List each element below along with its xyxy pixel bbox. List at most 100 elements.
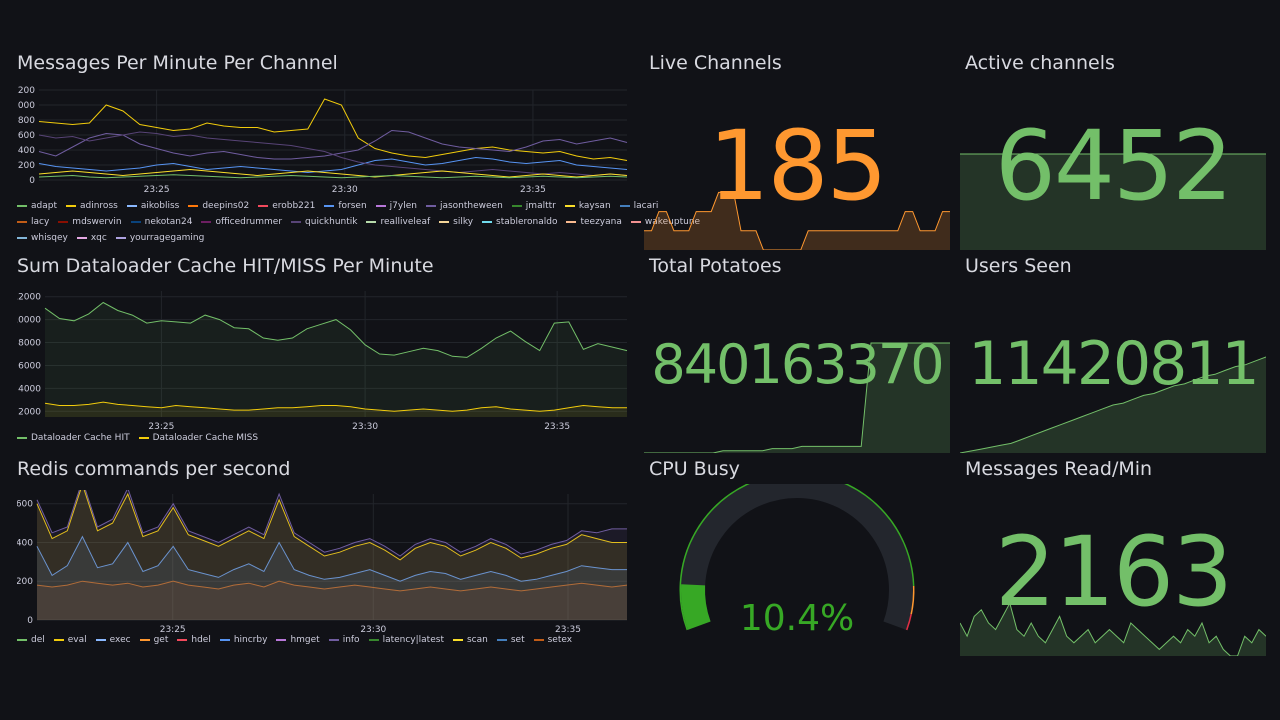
legend-item[interactable]: teezyana xyxy=(566,214,622,230)
legend-item[interactable]: Dataloader Cache HIT xyxy=(17,430,130,446)
y-tick-label: 400 xyxy=(17,538,33,548)
legend-item[interactable]: quickhuntik xyxy=(291,214,357,230)
series-area-dataloader-cache-miss xyxy=(45,402,627,417)
legend-item[interactable]: scan xyxy=(452,632,488,648)
cpu-busy-value: 10.4% xyxy=(739,598,855,639)
legend-item[interactable]: forsen xyxy=(324,198,367,214)
sparkline-area xyxy=(960,154,1266,250)
legend-item[interactable]: Dataloader Cache MISS xyxy=(138,430,258,446)
series-line-adinross[interactable] xyxy=(38,98,628,161)
y-tick-label: 400 xyxy=(18,146,35,156)
messages-chart[interactable]: 0 200 400 600 800 1000 1200 23:25 23:30 23:35 xyxy=(17,86,629,194)
legend-item[interactable]: adinross xyxy=(66,198,118,214)
legend-swatch xyxy=(368,638,379,641)
legend-item[interactable]: lacari xyxy=(619,198,659,214)
legend-item[interactable]: set xyxy=(496,632,525,648)
panel-title[interactable]: Users Seen xyxy=(965,255,1072,277)
total-potatoes-sparkline xyxy=(644,342,950,453)
legend-item[interactable]: hdel xyxy=(177,632,211,648)
legend-swatch xyxy=(76,236,87,239)
panel-messages-read: Messages Read/Min 2163 xyxy=(960,458,1266,656)
legend-label: setex xyxy=(547,635,573,645)
legend-item[interactable]: realliveleaf xyxy=(366,214,430,230)
legend-item[interactable]: nekotan24 xyxy=(130,214,192,230)
y-tick-label: 8000 xyxy=(18,339,41,349)
legend-item[interactable]: adapt xyxy=(17,198,57,214)
y-tick-label: 0 xyxy=(29,176,35,186)
legend-item[interactable]: info xyxy=(328,632,360,648)
legend-item[interactable]: hincrby xyxy=(219,632,267,648)
legend-item[interactable]: jasontheween xyxy=(425,198,503,214)
legend-swatch xyxy=(17,638,27,641)
legend-item[interactable]: latency|latest xyxy=(368,632,444,648)
legend-item[interactable]: kaysan xyxy=(564,198,611,214)
legend-label: exec xyxy=(109,635,131,645)
legend-label: scan xyxy=(466,635,488,645)
legend-item[interactable]: wakeuptune xyxy=(630,214,700,230)
legend-item[interactable]: stableronaldo xyxy=(482,214,557,230)
series-line-quickhuntik[interactable] xyxy=(38,131,628,177)
legend-item[interactable]: exec xyxy=(95,632,131,648)
legend-item[interactable]: aikobliss xyxy=(126,198,180,214)
series-line-kaysan[interactable] xyxy=(38,168,628,178)
legend-item[interactable]: lacy xyxy=(17,214,49,230)
legend-item[interactable]: silky xyxy=(439,214,473,230)
series-line-eval[interactable] xyxy=(36,490,627,561)
legend-item[interactable]: deepins02 xyxy=(188,198,249,214)
legend-label: adinross xyxy=(80,201,118,211)
legend-item[interactable]: setex xyxy=(533,632,573,648)
x-tick-label: 23:25 xyxy=(160,625,186,634)
legend-swatch xyxy=(126,204,137,207)
y-tick-label: 800 xyxy=(18,116,35,126)
cache-chart[interactable]: 2000 4000 6000 8000 10000 12000 23:25 23:30 23:3… xyxy=(17,287,629,431)
series-line-dataloader-cache-hit[interactable] xyxy=(44,301,628,358)
legend-label: info xyxy=(342,635,360,645)
legend-item[interactable]: whisqey xyxy=(17,230,68,246)
live-channels-sparkline xyxy=(644,191,950,250)
legend-swatch xyxy=(95,638,106,641)
legend-swatch xyxy=(291,220,302,223)
panel-title[interactable]: Live Channels xyxy=(649,52,782,74)
legend-label: set xyxy=(510,635,525,645)
series-line-dataloader-cache-miss[interactable] xyxy=(44,401,627,412)
legend-label: xqc xyxy=(90,233,107,243)
panel-title[interactable]: CPU Busy xyxy=(649,458,740,480)
panel-title[interactable]: Active channels xyxy=(965,52,1115,74)
legend-item[interactable]: del xyxy=(17,632,45,648)
legend-swatch xyxy=(533,638,544,641)
legend-item[interactable]: officedrummer xyxy=(201,214,282,230)
legend-item[interactable]: get xyxy=(139,632,168,648)
sparkline-area xyxy=(644,192,950,250)
legend-label: lacari xyxy=(633,201,659,211)
legend-item[interactable]: jmalttr xyxy=(511,198,556,214)
active-channels-value: 6452 xyxy=(994,110,1233,222)
y-tick-label: 2000 xyxy=(18,407,41,417)
series-line-setex[interactable] xyxy=(36,580,628,592)
panel-title[interactable]: Messages Per Minute Per Channel xyxy=(17,52,338,74)
legend-item[interactable]: xqc xyxy=(76,230,107,246)
legend-item[interactable]: j7ylen xyxy=(375,198,417,214)
panel-title[interactable]: Redis commands per second xyxy=(17,458,291,480)
x-tick-label: 23:35 xyxy=(520,185,546,194)
series-line-info[interactable] xyxy=(36,490,627,557)
legend-item[interactable]: mdswervin xyxy=(58,214,122,230)
legend-item[interactable]: yourragegaming xyxy=(115,230,204,246)
legend-label: aikobliss xyxy=(140,201,180,211)
legend-swatch xyxy=(439,220,450,223)
legend-swatch xyxy=(425,204,436,207)
legend-item[interactable]: erobb221 xyxy=(258,198,315,214)
legend-label: kaysan xyxy=(578,201,611,211)
legend-swatch xyxy=(452,638,463,641)
series-line-hincrby[interactable] xyxy=(36,535,627,582)
panel-title[interactable]: Messages Read/Min xyxy=(965,458,1153,480)
x-tick-label: 23:30 xyxy=(352,422,378,431)
x-tick-label: 23:30 xyxy=(360,625,386,634)
series-line-forsen[interactable] xyxy=(38,156,628,174)
legend-item[interactable]: eval xyxy=(53,632,87,648)
legend-item[interactable]: hmget xyxy=(276,632,320,648)
redis-chart[interactable]: 0 200 400 600 23:25 23:30 23:35 xyxy=(17,490,629,634)
panel-title[interactable]: Sum Dataloader Cache HIT/MISS Per Minute xyxy=(17,255,434,277)
y-tick-label: 4000 xyxy=(18,384,41,394)
series-line-adapt[interactable] xyxy=(38,174,628,179)
panel-title[interactable]: Total Potatoes xyxy=(649,255,782,277)
